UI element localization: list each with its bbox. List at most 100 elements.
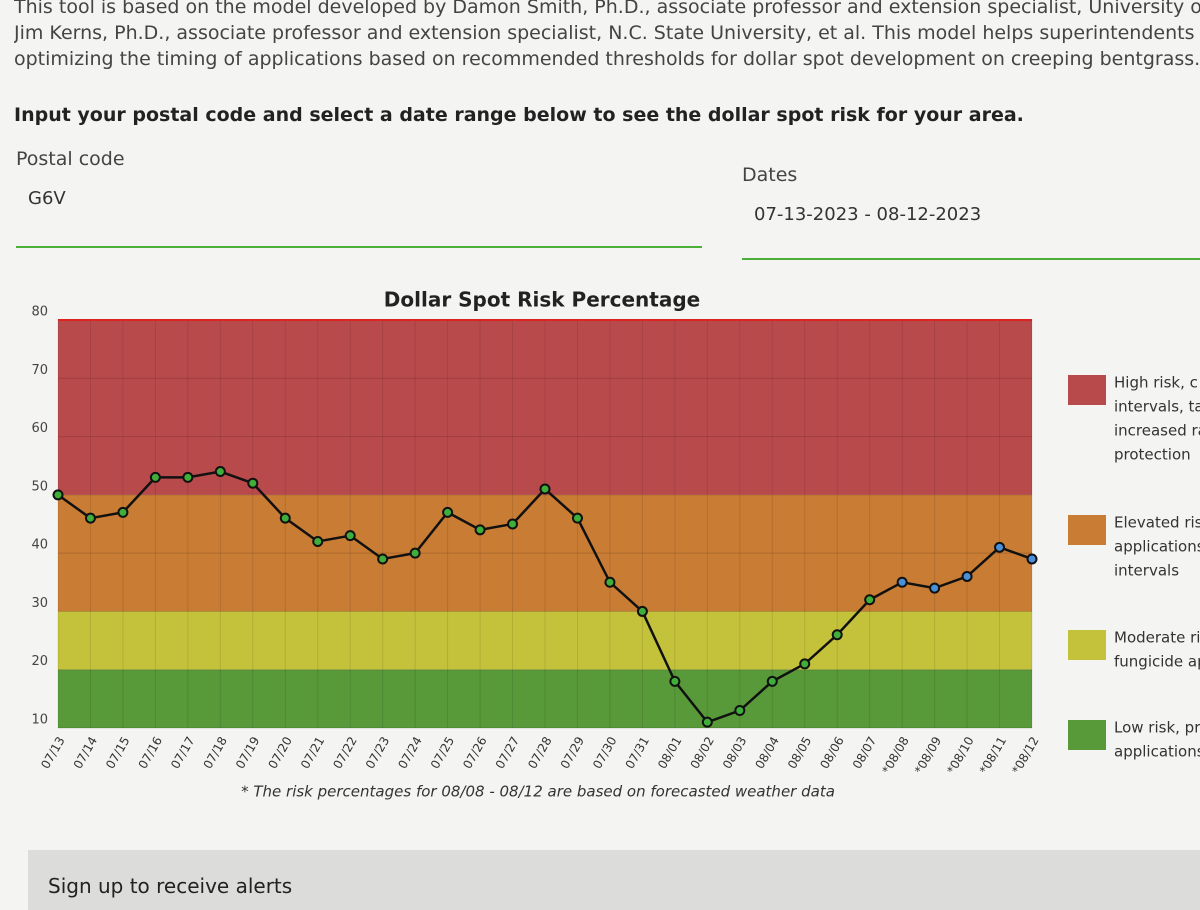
risk-band [58, 494, 1032, 612]
legend-label: Moderate ris [1114, 629, 1200, 647]
legend-swatch [1068, 515, 1106, 545]
data-point [1026, 553, 1038, 565]
legend-label: intervals, ta [1114, 398, 1200, 416]
x-tick-label: 07/30 [590, 734, 619, 771]
legend-label: intervals [1114, 562, 1179, 580]
data-point [799, 658, 811, 670]
footnote: * The risk percentages for 08/08 - 08/12… [241, 783, 835, 801]
data-point [507, 518, 519, 530]
x-tick-label: 07/28 [525, 734, 554, 771]
x-tick-label: 07/22 [330, 734, 359, 771]
x-tick-label: 07/29 [558, 734, 587, 771]
x-tick-label: 07/15 [103, 734, 132, 771]
y-tick-label: 60 [31, 421, 48, 436]
signup-box: Sign up to receive alerts [28, 850, 1200, 910]
risk-band [58, 611, 1032, 670]
risk-band [58, 669, 1032, 728]
x-tick-label: *08/11 [977, 734, 1009, 776]
data-point [182, 471, 194, 483]
data-point [604, 576, 616, 588]
x-tick-label: 07/16 [136, 734, 165, 771]
intro-line: This tool is based on the model develope… [14, 0, 1200, 18]
data-point [636, 605, 648, 617]
data-point [149, 471, 161, 483]
postal-label: Postal code [16, 148, 125, 170]
instruction: Input your postal code and select a date… [14, 104, 1024, 126]
dates-underline [742, 258, 1200, 260]
x-tick-label: *08/09 [912, 734, 944, 776]
dates-label: Dates [742, 164, 798, 186]
x-tick-label: 07/14 [71, 734, 100, 771]
x-tick-label: 07/25 [428, 734, 457, 771]
data-point [442, 506, 454, 518]
y-tick-label: 20 [31, 654, 48, 669]
legend-label: applications [1114, 743, 1200, 761]
data-point [377, 553, 389, 565]
legend-label: fungicide ap [1114, 653, 1200, 671]
data-point [279, 512, 291, 524]
x-tick-label: *08/12 [1009, 734, 1041, 776]
x-tick-label: 07/27 [493, 734, 522, 771]
x-tick-label: 07/17 [168, 734, 197, 771]
x-tick-label: 08/05 [785, 734, 814, 771]
data-point [734, 705, 746, 717]
x-tick-label: 08/01 [655, 734, 684, 771]
intro-line: optimizing the timing of applications ba… [14, 48, 1200, 70]
x-tick-label: 07/13 [38, 734, 67, 771]
legend-label: increased ra [1114, 422, 1200, 440]
legend-swatch [1068, 720, 1106, 750]
x-tick-label: *08/10 [944, 734, 976, 776]
legend-label: Low risk, pre [1114, 719, 1200, 737]
legend-label: applications [1114, 538, 1200, 556]
legend-swatch [1068, 375, 1106, 405]
dates-value[interactable]: 07-13-2023 - 08-12-2023 [754, 204, 982, 225]
data-point [84, 512, 96, 524]
data-point [766, 675, 778, 687]
data-point [344, 530, 356, 542]
y-tick-label: 30 [31, 596, 48, 611]
y-tick-label: 70 [31, 363, 48, 378]
data-point [539, 483, 551, 495]
intro-line: Jim Kerns, Ph.D., associate professor an… [14, 22, 1200, 44]
data-point [831, 629, 843, 641]
postal-value[interactable]: G6V [28, 188, 66, 209]
x-tick-label: 07/21 [298, 734, 327, 771]
data-point [994, 541, 1006, 553]
x-tick-label: 07/23 [363, 734, 392, 771]
x-tick-label: 07/18 [201, 734, 230, 771]
postal-underline [16, 246, 702, 248]
y-tick-label: 10 [31, 713, 48, 728]
x-tick-label: 07/19 [233, 734, 262, 771]
dates-field[interactable]: Dates 07-13-2023 - 08-12-2023 [742, 164, 981, 225]
data-point [929, 582, 941, 594]
data-point [52, 489, 64, 501]
legend-swatch [1068, 630, 1106, 660]
x-tick-label: *08/08 [879, 734, 911, 776]
data-point [409, 547, 421, 559]
x-tick-label: 07/20 [265, 734, 294, 771]
postal-field[interactable]: Postal code G6V [16, 148, 125, 209]
y-tick-label: 80 [31, 305, 48, 320]
data-point [864, 594, 876, 606]
x-tick-label: 07/24 [395, 734, 424, 771]
x-tick-label: 07/31 [623, 734, 652, 771]
data-point [961, 570, 973, 582]
data-point [312, 535, 324, 547]
data-point [571, 512, 583, 524]
y-tick-label: 50 [31, 479, 48, 494]
risk-band [58, 320, 1032, 495]
x-tick-label: 08/07 [850, 734, 879, 771]
chart: Dollar Spot Risk Percentage * The risk p… [31, 288, 1200, 801]
x-tick-label: 07/26 [460, 734, 489, 771]
x-tick-label: 08/04 [752, 734, 781, 771]
legend-label: High risk, c [1114, 374, 1198, 392]
data-point [701, 716, 713, 728]
data-point [669, 675, 681, 687]
x-tick-label: 08/03 [720, 734, 749, 771]
chart-title: Dollar Spot Risk Percentage [384, 288, 700, 312]
signup-title[interactable]: Sign up to receive alerts [48, 874, 293, 898]
data-point [214, 466, 226, 478]
data-point [896, 576, 908, 588]
data-point [474, 524, 486, 536]
